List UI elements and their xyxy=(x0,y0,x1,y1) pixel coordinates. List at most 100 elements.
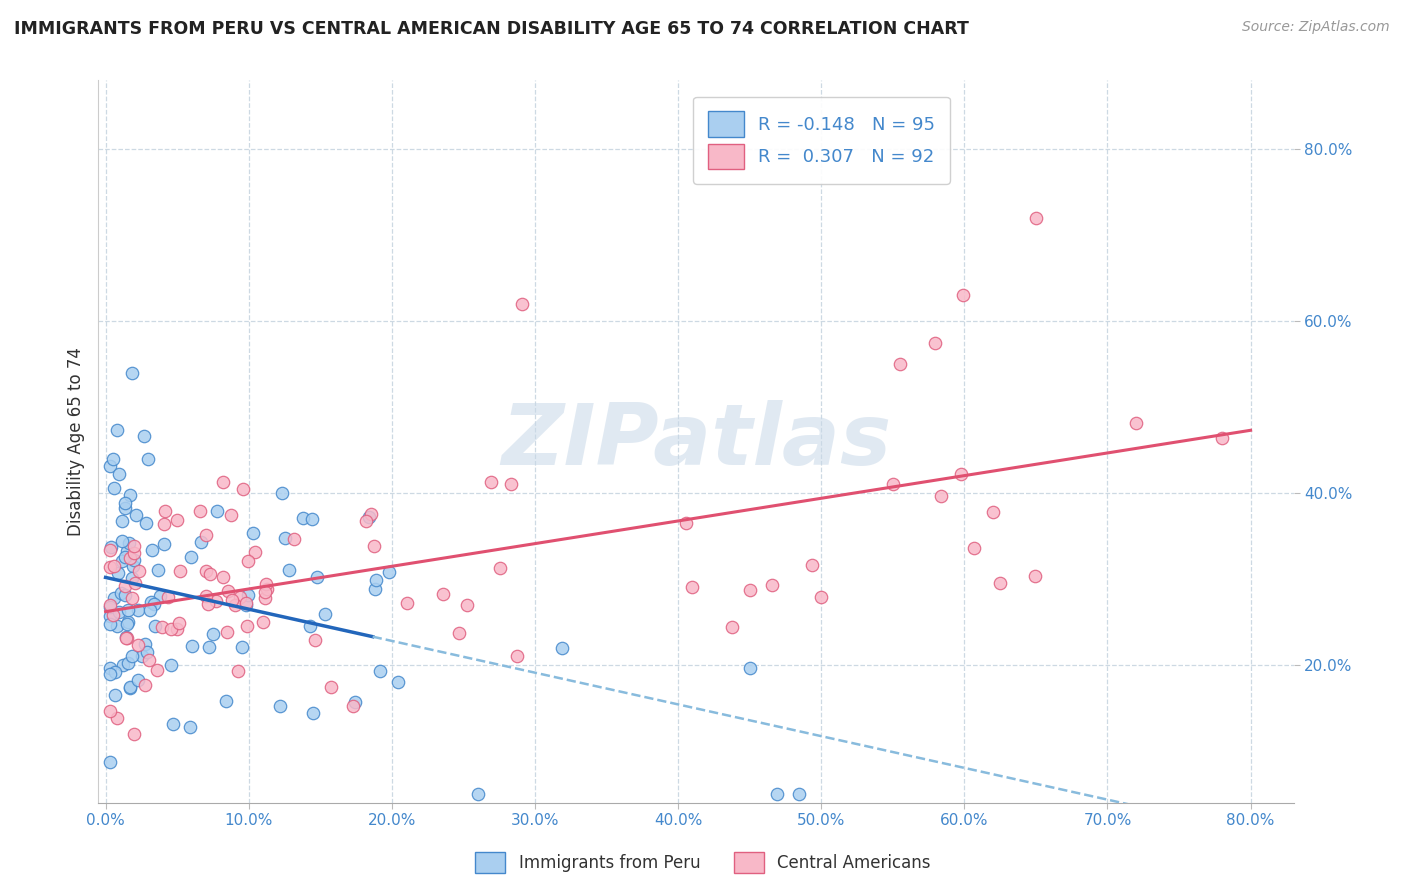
Point xyxy=(115,630,138,644)
Point xyxy=(128,564,150,578)
Point xyxy=(122,539,145,553)
Point xyxy=(114,549,136,564)
Point xyxy=(277,563,299,577)
Point xyxy=(215,625,238,640)
Point xyxy=(360,508,382,522)
Point xyxy=(232,482,254,496)
Point xyxy=(221,593,243,607)
Point xyxy=(107,566,129,581)
Point xyxy=(254,585,277,599)
Point xyxy=(254,577,277,591)
Point xyxy=(159,658,181,673)
Point xyxy=(269,698,291,713)
Point xyxy=(501,476,523,491)
Point xyxy=(127,602,149,616)
Point xyxy=(114,631,136,645)
Point xyxy=(111,514,134,528)
Point xyxy=(122,558,145,573)
Point xyxy=(810,591,832,605)
Point xyxy=(153,503,176,517)
Point xyxy=(226,665,249,679)
Point xyxy=(214,694,236,708)
Point xyxy=(231,640,253,654)
Point xyxy=(377,565,399,579)
Point xyxy=(236,588,259,602)
Point xyxy=(924,336,946,351)
Point xyxy=(100,541,122,555)
Point xyxy=(121,648,143,663)
Point xyxy=(738,582,761,597)
Point xyxy=(929,489,952,503)
Point xyxy=(254,591,277,605)
Point xyxy=(135,516,157,530)
Point xyxy=(98,755,121,769)
Point xyxy=(204,594,226,608)
Point xyxy=(342,698,364,713)
Point xyxy=(124,576,146,591)
Point xyxy=(801,558,824,573)
Point xyxy=(364,582,387,597)
Point xyxy=(134,678,156,692)
Point xyxy=(765,787,787,801)
Point xyxy=(169,564,191,578)
Point xyxy=(307,570,329,584)
Point xyxy=(298,619,321,633)
Point xyxy=(136,451,159,466)
Point xyxy=(103,591,125,605)
Point xyxy=(98,599,121,613)
Point xyxy=(166,622,188,636)
Point xyxy=(127,638,149,652)
Point xyxy=(363,539,385,553)
Point xyxy=(447,626,470,640)
Point xyxy=(467,787,489,801)
Point xyxy=(120,681,142,696)
Point xyxy=(889,357,911,371)
Point xyxy=(141,543,163,558)
Point xyxy=(143,619,166,633)
Point xyxy=(368,665,391,679)
Point xyxy=(217,584,239,599)
Point xyxy=(98,617,121,632)
Point xyxy=(205,504,228,518)
Point xyxy=(219,508,242,522)
Point xyxy=(115,617,138,632)
Point xyxy=(131,648,153,663)
Point xyxy=(224,598,246,612)
Point xyxy=(146,663,169,677)
Point xyxy=(111,658,134,673)
Point xyxy=(357,510,380,524)
Point xyxy=(301,512,323,526)
Point xyxy=(188,504,211,518)
Point xyxy=(117,656,139,670)
Point xyxy=(681,581,703,595)
Point xyxy=(121,366,143,380)
Point xyxy=(789,787,811,801)
Point xyxy=(981,505,1004,519)
Point xyxy=(117,615,139,629)
Point xyxy=(387,675,409,690)
Point xyxy=(1211,430,1233,444)
Point xyxy=(107,606,129,620)
Point xyxy=(153,516,176,531)
Point xyxy=(114,579,136,593)
Point xyxy=(101,451,124,466)
Point xyxy=(195,589,218,603)
Point xyxy=(114,588,136,602)
Text: Source: ZipAtlas.com: Source: ZipAtlas.com xyxy=(1241,20,1389,34)
Point xyxy=(118,551,141,566)
Point xyxy=(121,572,143,586)
Point xyxy=(198,566,221,581)
Point xyxy=(194,528,217,542)
Point xyxy=(139,595,162,609)
Point xyxy=(489,560,512,574)
Point xyxy=(111,554,134,568)
Point xyxy=(169,615,191,630)
Text: ZIPatlas: ZIPatlas xyxy=(501,400,891,483)
Point xyxy=(105,423,128,437)
Point xyxy=(236,619,259,633)
Point xyxy=(98,666,121,681)
Point xyxy=(354,514,377,528)
Point xyxy=(105,618,128,632)
Point xyxy=(211,570,233,584)
Point xyxy=(952,288,974,302)
